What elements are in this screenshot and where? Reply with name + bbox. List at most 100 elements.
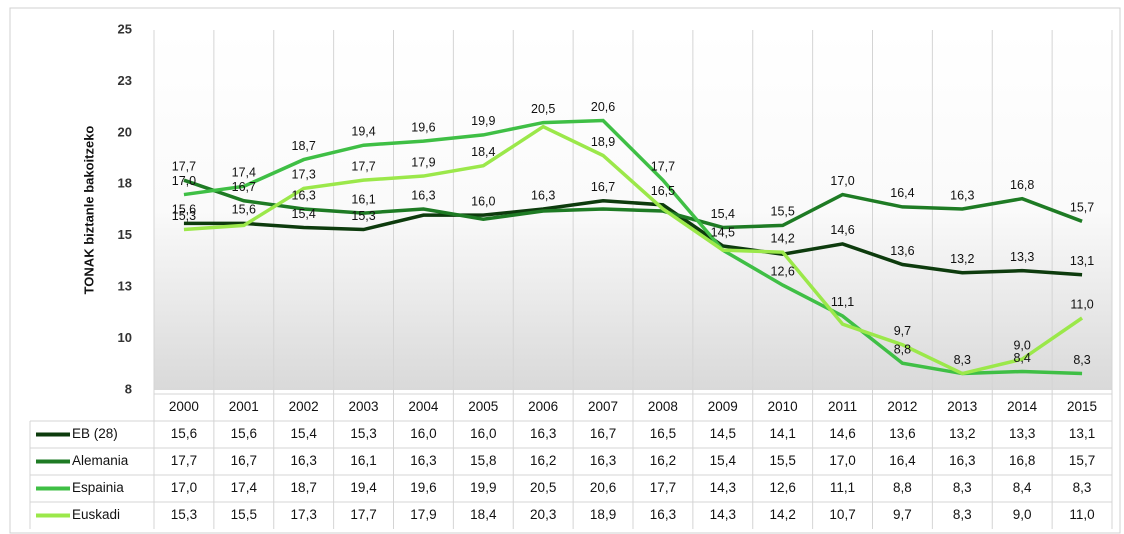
data-label: 19,4 (351, 124, 375, 138)
table-cell: 12,6 (770, 480, 796, 495)
data-label: 19,6 (411, 120, 435, 134)
table-cell: 11,1 (830, 480, 855, 495)
data-label: 14,6 (830, 223, 854, 237)
series-line (183, 124, 1084, 376)
table-cell: 16,4 (889, 453, 916, 468)
table-cell: 16,7 (231, 453, 257, 468)
data-label: 18,9 (591, 135, 615, 149)
table-cell: 16,8 (1009, 453, 1035, 468)
table-cell: 8,3 (953, 480, 972, 495)
data-label: 16,8 (1010, 178, 1034, 192)
x-tick-label: 2012 (887, 399, 917, 414)
table-cell: 17,7 (350, 507, 376, 522)
data-label: 11,1 (831, 295, 854, 309)
legend-label: Alemania (72, 453, 129, 468)
table-cell: 16,5 (650, 426, 676, 441)
x-tick-label: 2009 (708, 399, 738, 414)
table-cell: 20,5 (530, 480, 556, 495)
data-label: 17,7 (351, 159, 375, 173)
x-tick-label: 2000 (169, 399, 199, 414)
y-tick-label: 8 (125, 381, 132, 396)
data-label: 15,5 (771, 205, 795, 219)
table-cell: 15,6 (171, 426, 197, 441)
data-label: 15,6 (232, 203, 256, 217)
data-label: 15,3 (172, 209, 196, 223)
y-tick-label: 20 (118, 124, 132, 139)
data-label: 16,7 (232, 180, 256, 194)
table-cell: 15,4 (710, 453, 737, 468)
x-tick-label: 2014 (1007, 399, 1038, 414)
data-label: 17,7 (651, 159, 675, 173)
table-cell: 9,7 (893, 507, 912, 522)
table-cell: 14,3 (710, 480, 736, 495)
data-label: 15,3 (351, 209, 375, 223)
table-cell: 8,3 (1073, 480, 1092, 495)
frame (9, 7, 1121, 534)
table-cell: 17,3 (291, 507, 317, 522)
table-cell: 16,2 (530, 453, 556, 468)
y-tick-label: 15 (118, 227, 132, 242)
data-label: 18,7 (292, 139, 316, 153)
table-cell: 15,3 (171, 507, 197, 522)
table-cell: 14,5 (710, 426, 736, 441)
data-label: 13,3 (1010, 250, 1034, 264)
y-tick-label: 10 (118, 330, 132, 345)
data-label: 8,4 (1013, 351, 1030, 365)
y-tick-label: 13 (118, 279, 132, 294)
table-cell: 17,0 (171, 480, 197, 495)
data-label: 16,3 (950, 188, 974, 202)
table-cell: 11,0 (1069, 507, 1094, 522)
data-label: 17,9 (411, 155, 435, 169)
table-cell: 10,7 (829, 507, 855, 522)
table-cell: 13,3 (1009, 426, 1035, 441)
y-tick-label: 23 (118, 73, 132, 88)
data-label: 13,1 (1070, 254, 1094, 268)
table-cell: 18,7 (291, 480, 317, 495)
data-label: 20,5 (531, 102, 555, 116)
y-tick-label: 25 (118, 21, 132, 36)
data-label: 9,0 (1013, 338, 1030, 352)
data-label: 16,7 (591, 180, 615, 194)
table-cell: 16,2 (650, 453, 676, 468)
table-cell: 18,9 (590, 507, 616, 522)
table-cell: 14,6 (829, 426, 855, 441)
data-label: 15,4 (711, 207, 735, 221)
series-line (183, 178, 1083, 230)
table-cell: 17,7 (171, 453, 197, 468)
data-label: 18,4 (471, 145, 495, 159)
x-tick-label: 2006 (528, 399, 558, 414)
table-cell: 15,5 (231, 507, 257, 522)
table-cell: 16,7 (590, 426, 616, 441)
table-cell: 15,4 (291, 426, 318, 441)
legend-label: Espainia (72, 480, 124, 495)
table-cell: 15,7 (1069, 453, 1095, 468)
data-label: 13,2 (950, 252, 974, 266)
data-label: 8,3 (1073, 353, 1090, 367)
table-cell: 19,4 (350, 480, 377, 495)
table-cell: 16,0 (470, 426, 496, 441)
table-cell: 16,3 (410, 453, 436, 468)
table-cell: 15,5 (770, 453, 796, 468)
table-cell: 16,1 (350, 453, 376, 468)
x-tick-label: 2007 (588, 399, 618, 414)
data-label: 17,0 (172, 174, 196, 188)
data-label: 13,6 (890, 244, 914, 258)
data-label: 12,6 (771, 264, 795, 278)
data-label: 15,6 (172, 203, 196, 217)
data-label: 14,5 (711, 225, 735, 239)
data-label: 17,0 (830, 174, 854, 188)
x-tick-label: 2005 (468, 399, 498, 414)
legend-label: Euskadi (72, 507, 120, 522)
data-label: 11,0 (1070, 297, 1093, 311)
table-cell: 16,3 (530, 426, 556, 441)
table-cell: 13,1 (1069, 426, 1095, 441)
y-axis-title: TONAK biztanle bakoitzeko (81, 126, 96, 295)
legend-label: EB (28) (72, 426, 118, 441)
table-cell: 18,4 (470, 507, 497, 522)
table-cell: 17,7 (650, 480, 676, 495)
data-label: 17,4 (232, 166, 256, 180)
table-cell: 15,6 (231, 426, 257, 441)
series-line (183, 198, 1083, 277)
y-tick-label: 18 (118, 176, 132, 191)
